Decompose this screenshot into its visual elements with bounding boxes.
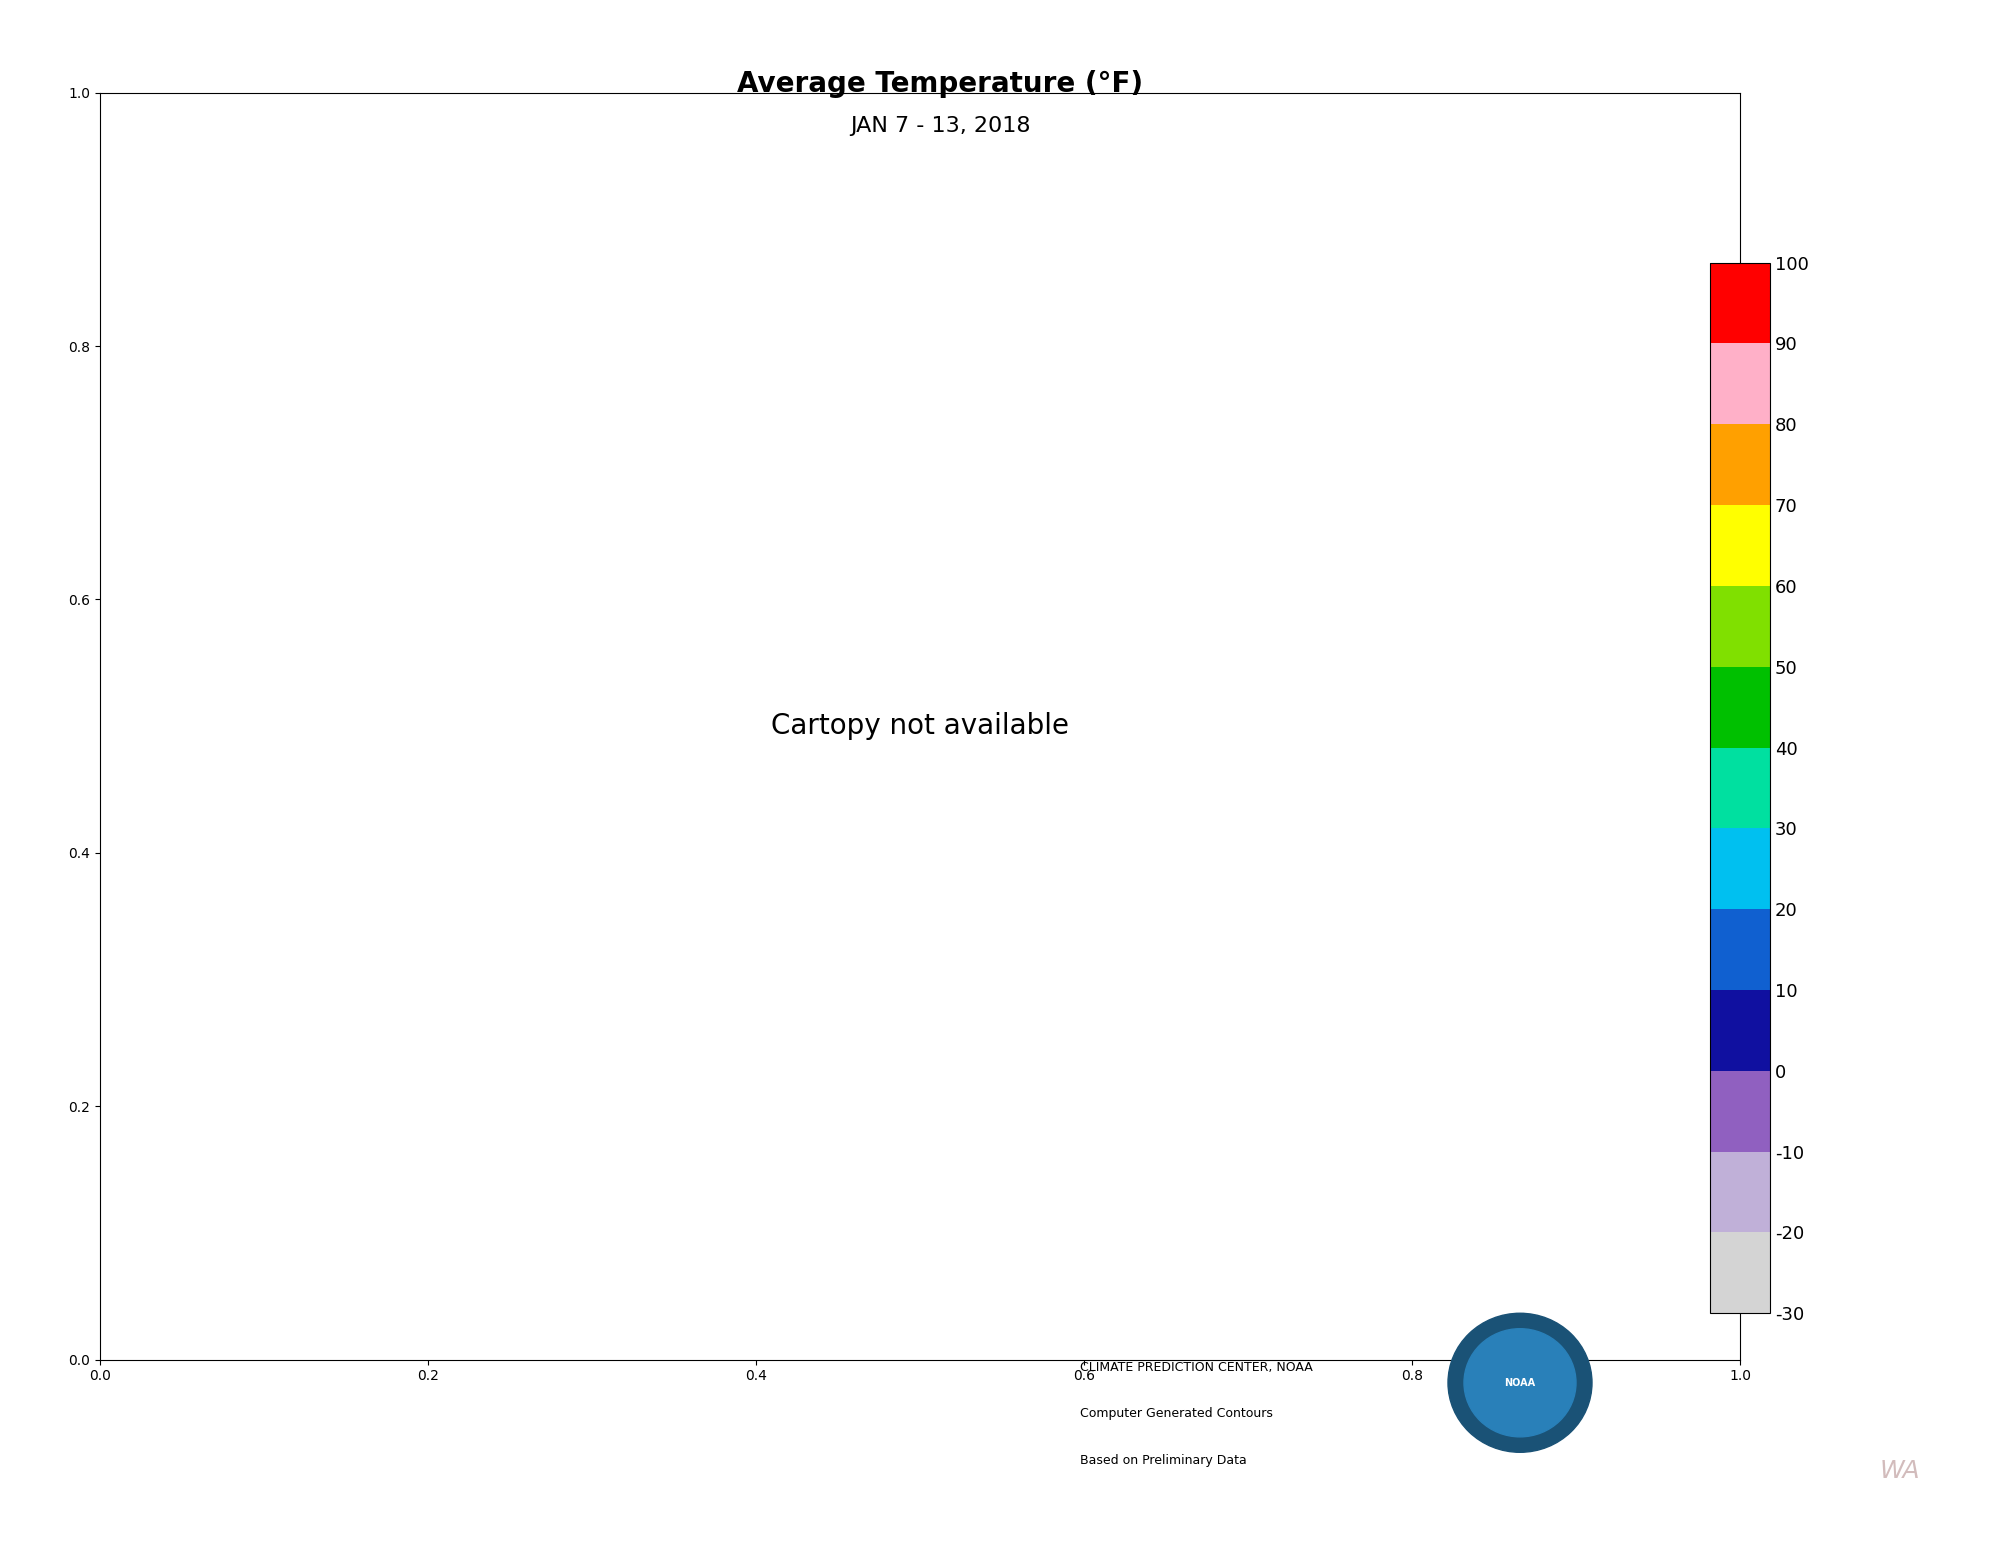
Text: NOAA: NOAA	[1504, 1378, 1536, 1387]
Text: CLIMATE PREDICTION CENTER, NOAA: CLIMATE PREDICTION CENTER, NOAA	[1080, 1361, 1312, 1374]
Circle shape	[1448, 1313, 1592, 1452]
Circle shape	[1464, 1329, 1576, 1437]
Text: WA: WA	[1880, 1458, 1920, 1483]
Text: Based on Preliminary Data: Based on Preliminary Data	[1080, 1454, 1246, 1466]
Text: Cartopy not available: Cartopy not available	[772, 712, 1068, 740]
Text: Computer Generated Contours: Computer Generated Contours	[1080, 1407, 1272, 1420]
Text: Average Temperature (°F): Average Temperature (°F)	[736, 70, 1144, 97]
Text: JAN 7 - 13, 2018: JAN 7 - 13, 2018	[850, 116, 1030, 136]
